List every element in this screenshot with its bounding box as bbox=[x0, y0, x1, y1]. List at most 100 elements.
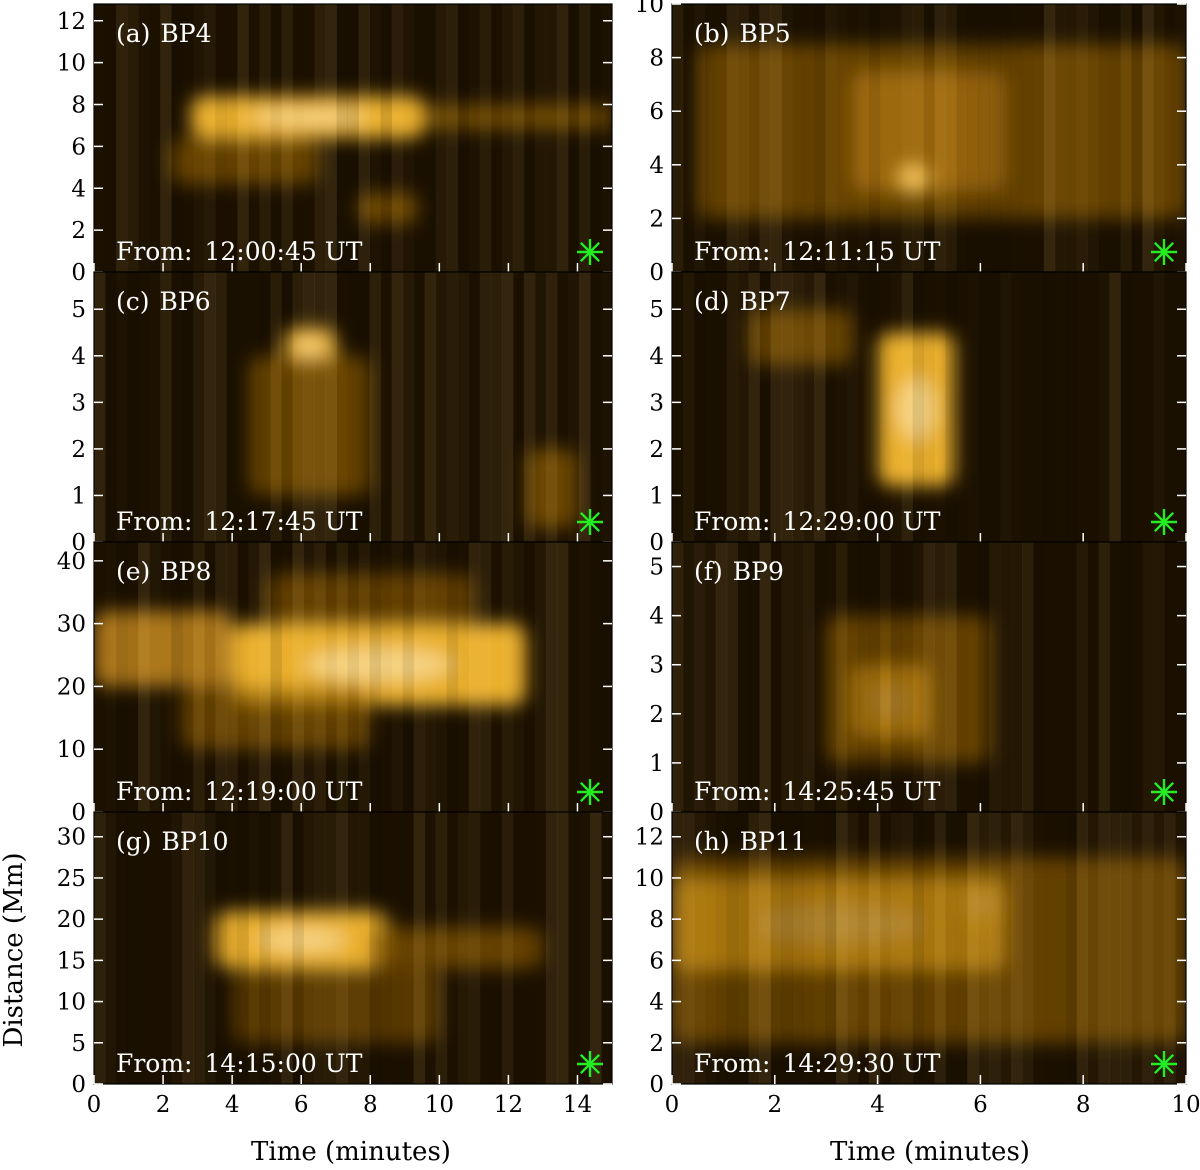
intensity-peak bbox=[258, 928, 345, 952]
panel-letter: (a) bbox=[116, 19, 150, 48]
panel-label: (e) BP8 bbox=[116, 557, 211, 586]
panel-frame bbox=[93, 811, 613, 1085]
panel-bp8: 0 10 20 30 40 (e) BP8 From: 12:19:00 UT bbox=[57, 541, 613, 826]
from-prefix: From: bbox=[116, 1049, 192, 1078]
panel-frame bbox=[671, 811, 1187, 1085]
from-time-label: From: 12:17:45 UT bbox=[116, 507, 363, 536]
intensity-feature bbox=[94, 611, 233, 687]
streak-texture bbox=[116, 4, 602, 272]
from-prefix: From: bbox=[694, 237, 770, 266]
y-tick-label: 0 bbox=[649, 260, 664, 286]
y-tick-label: 2 bbox=[649, 206, 664, 232]
y-tick-label: 6 bbox=[71, 134, 86, 160]
y-tick-label: 0 bbox=[71, 800, 86, 826]
y-tick-label: 20 bbox=[57, 907, 86, 933]
y-tick-label: 6 bbox=[649, 99, 664, 125]
y-tick-label: 2 bbox=[649, 1031, 664, 1057]
panel-letter: (e) bbox=[116, 557, 150, 586]
y-tick-label: 1 bbox=[649, 751, 664, 777]
from-time: 14:29:30 UT bbox=[782, 1049, 940, 1078]
y-tick-label: 5 bbox=[649, 555, 664, 581]
y-tick-label: 5 bbox=[71, 1031, 86, 1057]
panel-name: BP7 bbox=[740, 287, 791, 316]
intensity-feature bbox=[525, 448, 578, 529]
y-tick-label: 0 bbox=[649, 800, 664, 826]
y-tick-label: 25 bbox=[57, 866, 86, 892]
y-tick-label: 20 bbox=[57, 674, 86, 700]
y-tick-label: 6 bbox=[649, 948, 664, 974]
y-tick-label: 10 bbox=[57, 990, 86, 1016]
asterisk-marker bbox=[1151, 779, 1177, 805]
heatmap-image bbox=[94, 812, 612, 1084]
from-prefix: From: bbox=[694, 777, 770, 806]
x-tick-label: 4 bbox=[225, 1092, 240, 1118]
asterisk-marker bbox=[1151, 239, 1177, 265]
y-tick-label: 0 bbox=[649, 1072, 664, 1098]
from-prefix: From: bbox=[116, 777, 192, 806]
intensity-peak bbox=[905, 172, 922, 184]
y-tick-label: 2 bbox=[649, 702, 664, 728]
from-time: 14:25:45 UT bbox=[782, 777, 940, 806]
streak-texture bbox=[672, 4, 1154, 272]
y-tick-label: 4 bbox=[649, 604, 664, 630]
y-tick-label: 4 bbox=[71, 176, 86, 202]
x-tick-label: 6 bbox=[973, 1092, 988, 1118]
y-tick-label: 0 bbox=[71, 1072, 86, 1098]
y-tick-label: 4 bbox=[649, 153, 664, 179]
heatmap-image bbox=[94, 272, 612, 542]
from-time: 12:11:15 UT bbox=[782, 237, 940, 266]
from-time: 12:17:45 UT bbox=[204, 507, 362, 536]
asterisk-marker bbox=[1151, 509, 1177, 535]
intensity-peak bbox=[305, 648, 453, 681]
intensity-feature bbox=[370, 927, 543, 969]
intensity-feature bbox=[169, 138, 319, 185]
from-time-label: From: 14:25:45 UT bbox=[694, 777, 941, 806]
heatmap-image bbox=[672, 542, 1186, 812]
intensity-peak bbox=[296, 339, 323, 354]
x-tick-label: 0 bbox=[87, 1092, 102, 1118]
panel-letter: (d) bbox=[694, 287, 730, 316]
x-axis-label-left: Time (minutes) bbox=[251, 1137, 451, 1167]
intensity-feature bbox=[249, 355, 371, 496]
y-tick-label: 3 bbox=[649, 390, 664, 416]
panel-bp6: 0 1 2 3 4 5 (c) BP6 From: 12:17:45 UT bbox=[71, 271, 613, 556]
panel-letter: (g) bbox=[116, 827, 152, 856]
panel-letter: (b) bbox=[694, 19, 730, 48]
intensity-peak bbox=[896, 378, 936, 441]
from-time-label: From: 12:29:00 UT bbox=[694, 507, 941, 536]
panel-label: (g) BP10 bbox=[116, 827, 229, 856]
from-prefix: From: bbox=[694, 507, 770, 536]
panel-name: BP10 bbox=[162, 827, 229, 856]
from-time: 12:19:00 UT bbox=[204, 777, 362, 806]
panel-bp9: 0 1 2 3 4 5 (f) BP9 From: 14:25:45 UT bbox=[649, 541, 1187, 826]
y-tick-label: 4 bbox=[71, 344, 86, 370]
panel-bp4: 0 2 4 6 8 10 12 (a) BP4 From: 12:00:45 UT bbox=[57, 3, 613, 286]
y-tick-label: 8 bbox=[649, 907, 664, 933]
x-axis-label-right: Time (minutes) bbox=[830, 1137, 1030, 1167]
intensity-peak bbox=[249, 108, 367, 126]
intensity-feature bbox=[749, 309, 852, 366]
from-time-label: From: 14:29:30 UT bbox=[694, 1049, 941, 1078]
x-tick-label: 14 bbox=[563, 1092, 592, 1118]
heatmap-image bbox=[672, 4, 1186, 272]
asterisk-marker bbox=[577, 239, 603, 265]
y-tick-label: 0 bbox=[649, 530, 664, 556]
panel-letter: (f) bbox=[694, 557, 723, 586]
intensity-feature bbox=[826, 615, 991, 763]
heatmap-image bbox=[672, 272, 1186, 542]
y-tick-label: 5 bbox=[649, 297, 664, 323]
asterisk-marker bbox=[577, 779, 603, 805]
panel-name: BP5 bbox=[740, 19, 791, 48]
panel-label: (h) BP11 bbox=[694, 827, 807, 856]
y-tick-label: 10 bbox=[635, 866, 664, 892]
streak-texture bbox=[116, 542, 612, 812]
panel-label: (b) BP5 bbox=[694, 19, 791, 48]
y-tick-label: 8 bbox=[71, 93, 86, 119]
y-tick-label: 1 bbox=[71, 483, 86, 509]
panel-letter: (h) bbox=[694, 827, 730, 856]
y-tick-label: 30 bbox=[57, 612, 86, 638]
asterisk-marker bbox=[577, 509, 603, 535]
panel-label: (c) BP6 bbox=[116, 287, 211, 316]
y-tick-label: 3 bbox=[649, 653, 664, 679]
